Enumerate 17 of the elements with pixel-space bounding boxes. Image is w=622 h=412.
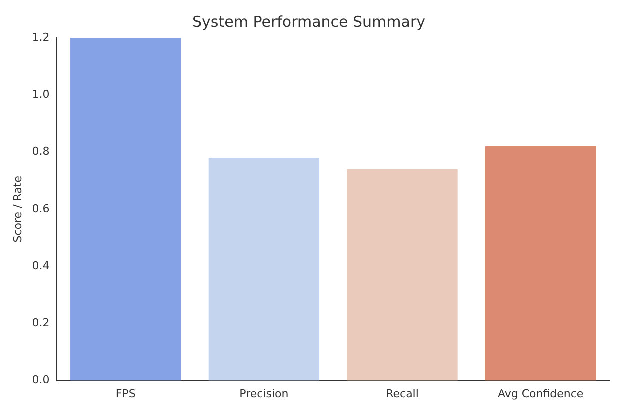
y-tick-label: 1.0 <box>32 88 50 101</box>
x-tick-label: Precision <box>240 387 289 400</box>
bar <box>70 38 182 381</box>
y-tick-label: 0.4 <box>32 259 50 272</box>
bar <box>347 169 458 381</box>
bar <box>486 146 596 381</box>
x-tick-label: FPS <box>116 387 136 400</box>
y-tick-label: 0.8 <box>32 145 50 158</box>
y-tick-label: 0.2 <box>32 316 50 330</box>
y-tick-label: 0.6 <box>32 202 50 216</box>
x-tick-label: Avg Confidence <box>498 387 584 400</box>
y-tick-label: 0.0 <box>32 374 50 387</box>
chart-title: System Performance Summary <box>192 12 426 31</box>
x-tick-label: Recall <box>386 387 419 400</box>
bar <box>208 158 320 381</box>
y-axis-title: Score / Rate <box>11 176 24 243</box>
y-tick-label: 1.2 <box>32 30 50 44</box>
